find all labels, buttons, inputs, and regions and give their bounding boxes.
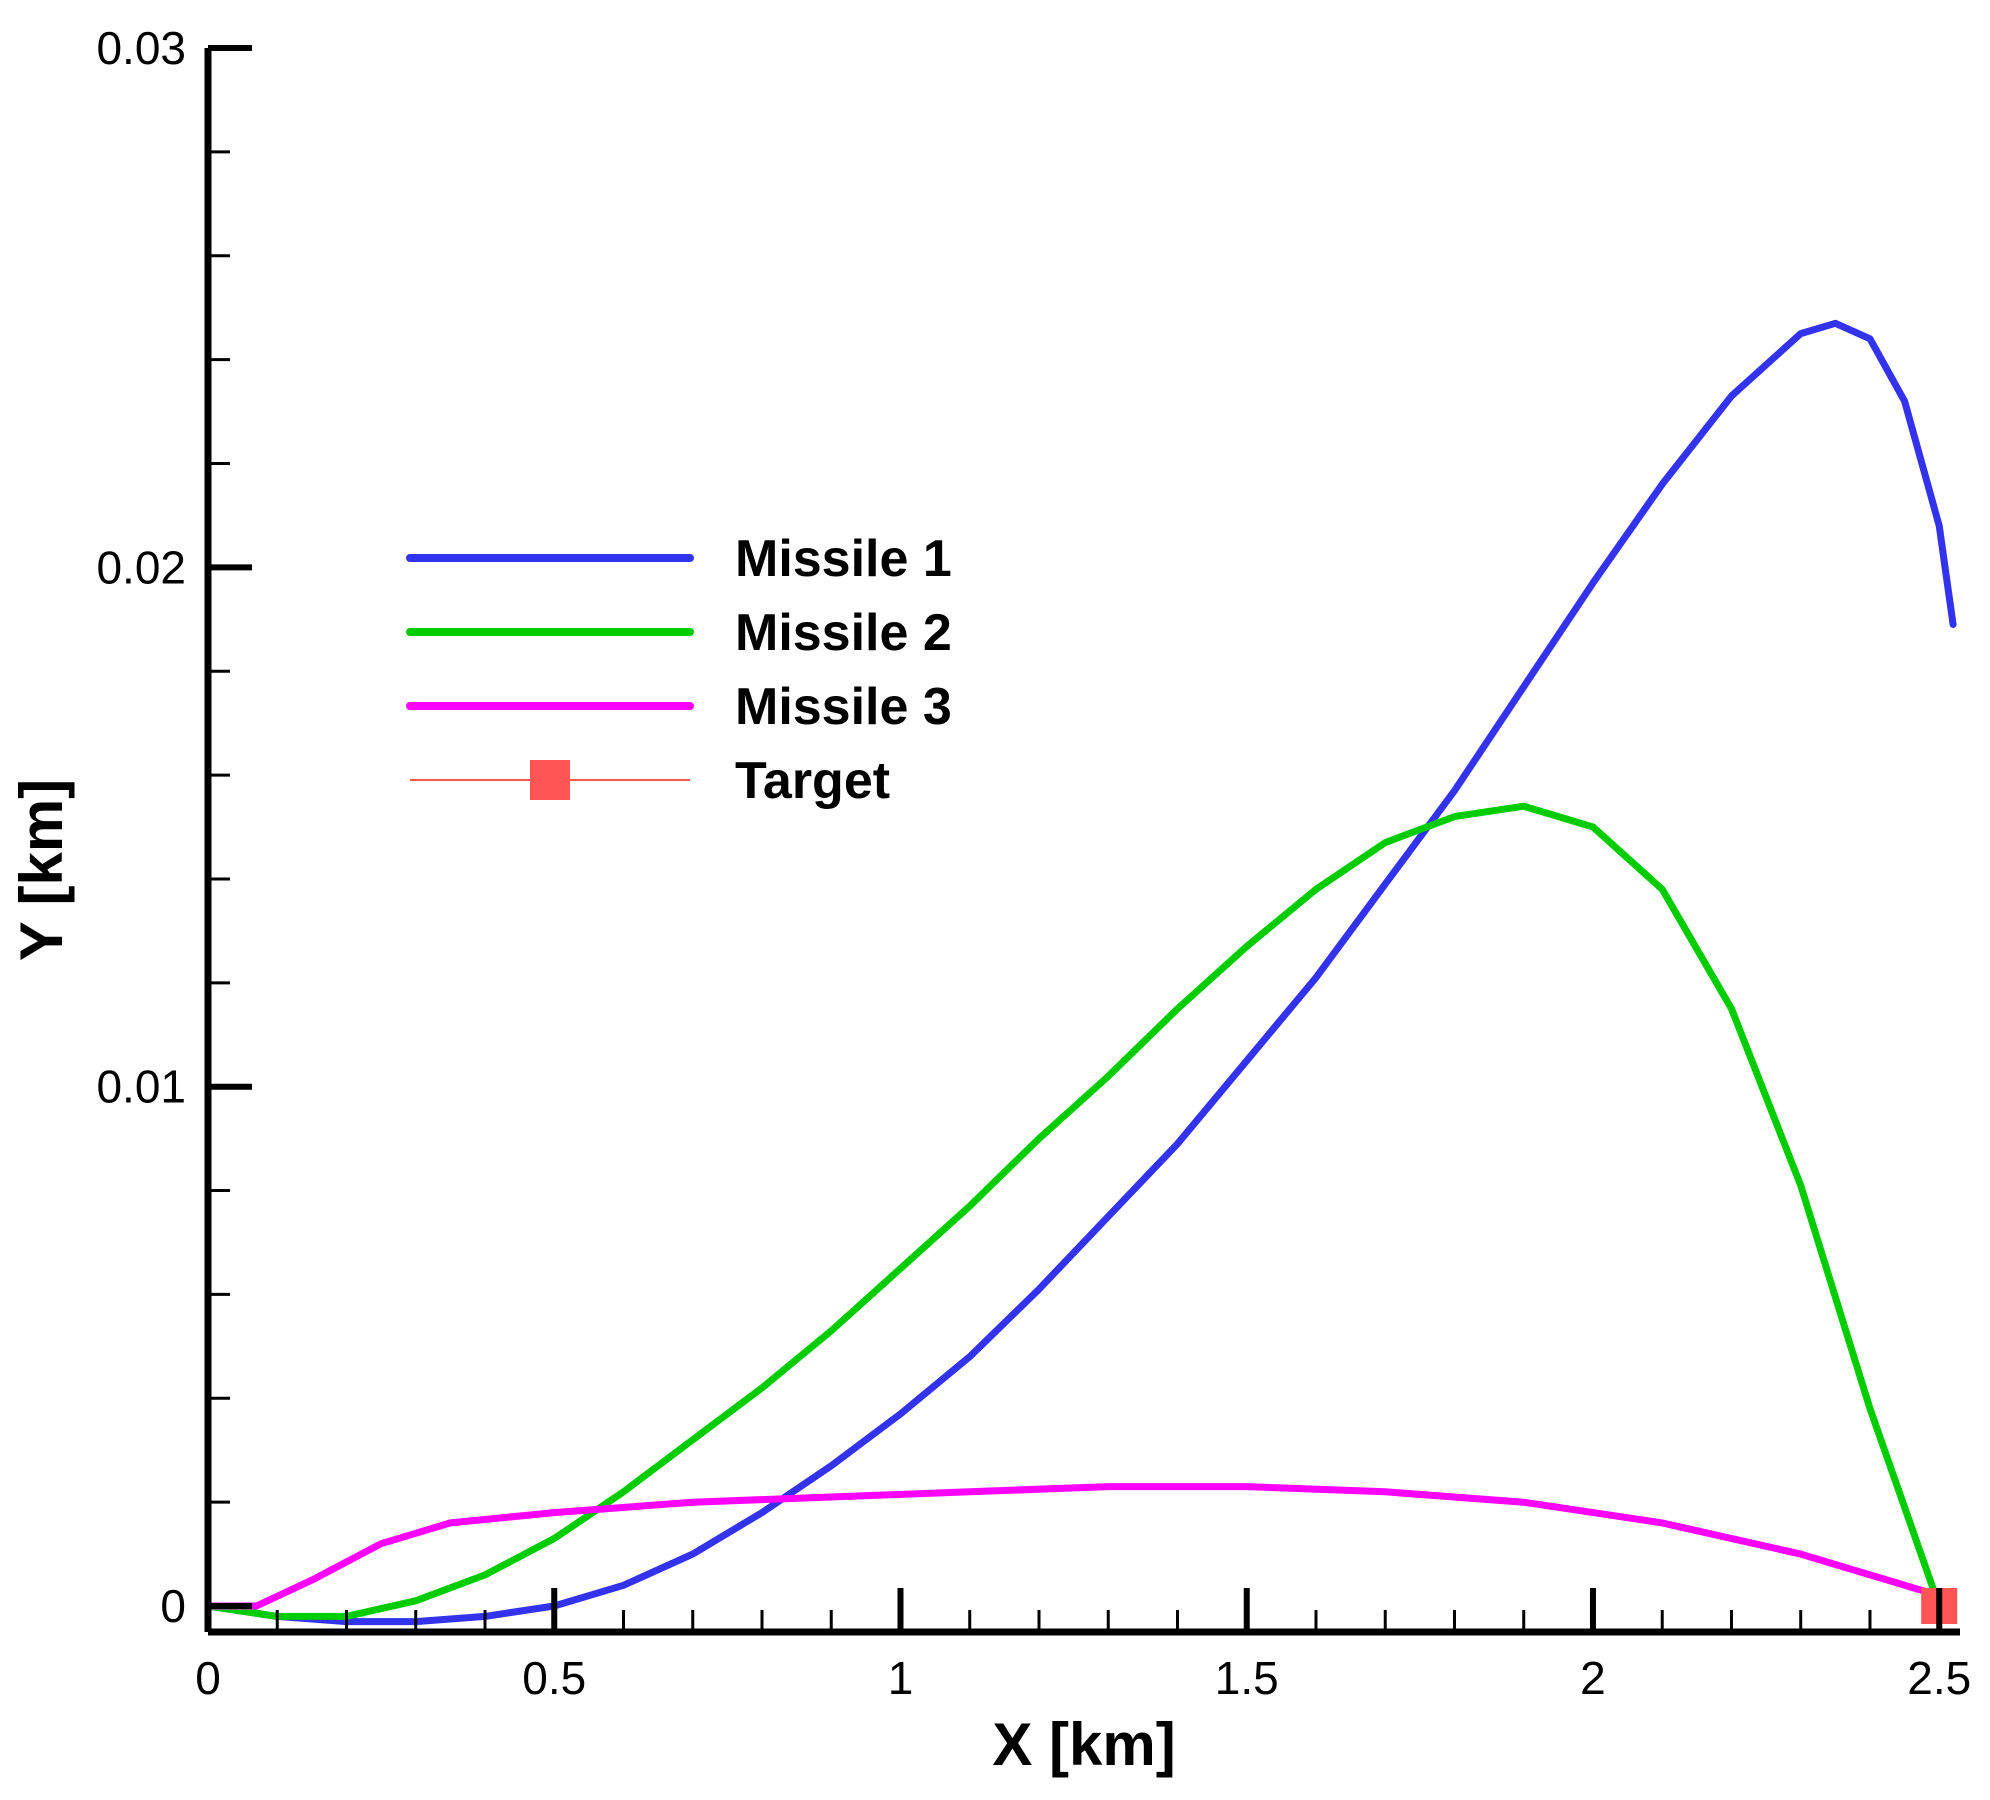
x-tick-label: 2.5 bbox=[1907, 1652, 1971, 1704]
ticks-layer: 0 0.5 1 1.5 2 2.5 0 0.01 0.02 0.03 bbox=[96, 22, 1971, 1704]
x-tick-label: 0.5 bbox=[522, 1652, 586, 1704]
legend-label-4: Target bbox=[735, 752, 890, 810]
y-tick-label: 0 bbox=[160, 1580, 186, 1632]
series-line-2 bbox=[204, 802, 1943, 1620]
x-tick-label: 1 bbox=[888, 1652, 914, 1704]
x-tick-label: 1.5 bbox=[1215, 1652, 1279, 1704]
series-line-3 bbox=[204, 1483, 1943, 1610]
axes-layer bbox=[204, 48, 1960, 1636]
x-tick-label: 0 bbox=[195, 1652, 221, 1704]
y-tick-label: 0.03 bbox=[96, 22, 186, 74]
y-axis-title: Y [km] bbox=[8, 779, 75, 961]
legend: Missile 1 Missile 2 Missile 3 Target bbox=[406, 530, 952, 810]
legend-label-2: Missile 2 bbox=[735, 604, 952, 662]
legend-label-3: Missile 3 bbox=[735, 678, 952, 736]
y-tick-label: 0.02 bbox=[96, 541, 186, 593]
legend-swatch-marker bbox=[530, 760, 570, 800]
y-tick-label: 0.01 bbox=[96, 1061, 186, 1113]
series-line-1 bbox=[204, 319, 1957, 1626]
series-layer bbox=[204, 319, 1958, 1626]
x-axis-title: X [km] bbox=[992, 1711, 1175, 1778]
legend-label-1: Missile 1 bbox=[735, 530, 952, 588]
x-tick-label: 2 bbox=[1580, 1652, 1606, 1704]
